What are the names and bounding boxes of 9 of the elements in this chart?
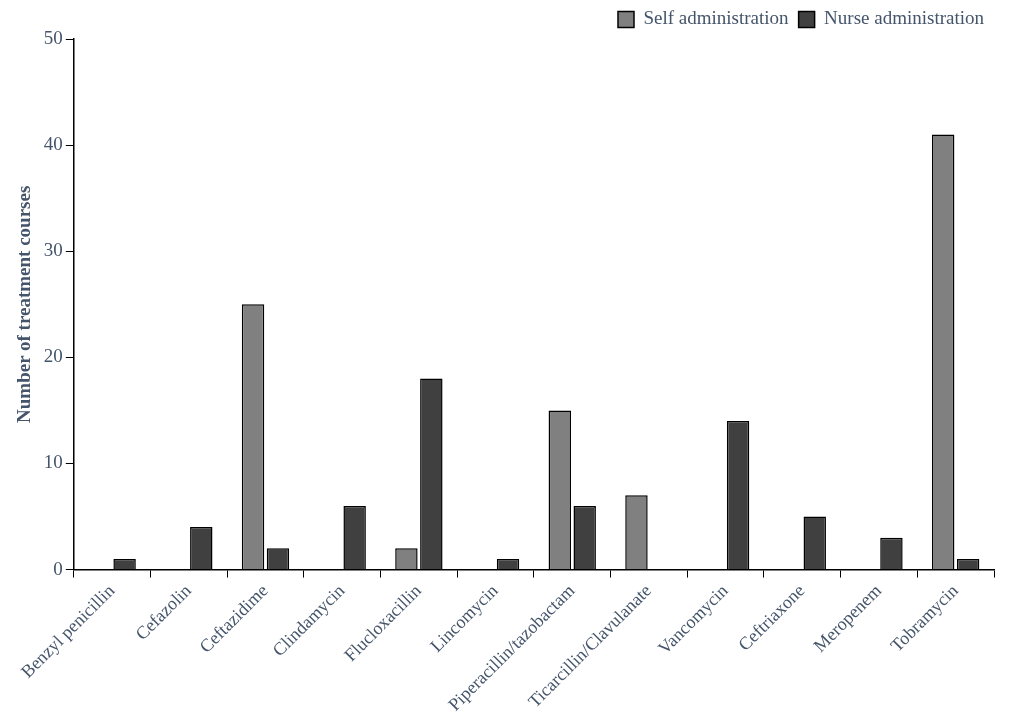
y-axis-title: Number of treatment courses — [13, 185, 35, 423]
y-tick-label: 20 — [43, 345, 63, 367]
y-tick-label: 0 — [53, 557, 63, 579]
y-tick-label: 50 — [43, 26, 63, 48]
legend-label: Nurse administration — [824, 7, 985, 29]
y-tick-label: 40 — [43, 133, 63, 155]
legend-label: Self administration — [643, 7, 790, 29]
y-tick-label: 30 — [43, 239, 63, 261]
y-tick-label: 10 — [43, 451, 63, 473]
